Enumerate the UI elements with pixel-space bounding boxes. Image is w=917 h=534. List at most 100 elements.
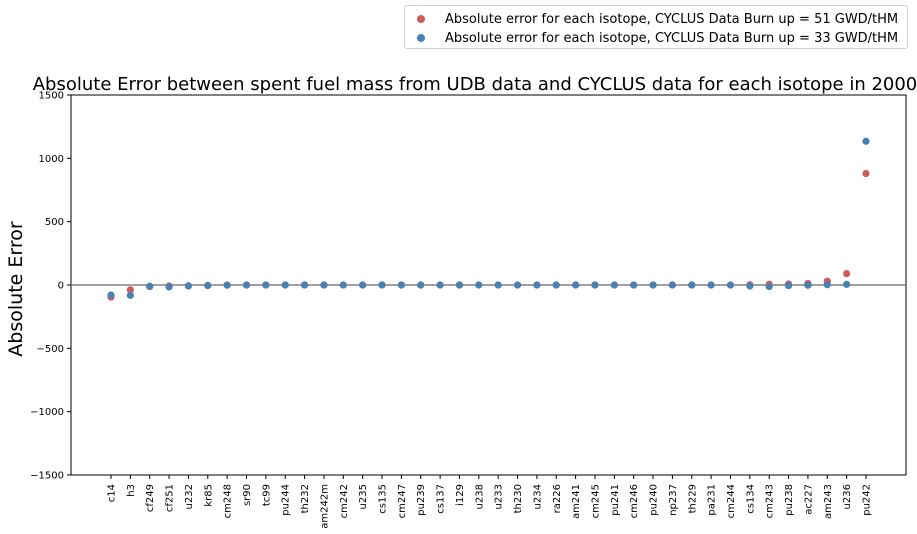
data-point-series-2 (262, 281, 270, 289)
data-point-series-2 (649, 281, 657, 289)
x-tick-label: cs137 (436, 484, 447, 514)
data-point-series-2 (746, 282, 754, 290)
x-tick-label: cm246 (629, 484, 640, 518)
data-point-series-2 (533, 281, 541, 289)
data-point-series-2 (126, 291, 134, 299)
data-point-series-2 (610, 281, 618, 289)
data-point-series-2 (726, 281, 735, 289)
legend-label-series-2: Absolute error for each isotope, CYCLUS … (445, 30, 899, 46)
x-tick-label: u238 (474, 484, 485, 509)
x-tick-label: am242m (319, 484, 330, 529)
y-tick-label: −500 (37, 344, 64, 355)
x-tick-label: pu238 (784, 484, 795, 516)
x-tick-label: th229 (687, 484, 698, 513)
data-point-series-1 (843, 270, 851, 278)
data-point-series-1 (126, 286, 134, 294)
x-tick-label: cm242 (339, 484, 350, 518)
x-tick-label: u233 (494, 484, 505, 509)
x-tick-label: th232 (300, 484, 311, 513)
x-tick-label: ac227 (803, 484, 814, 515)
legend-marker-blue-icon (417, 34, 425, 42)
chart-title: Absolute Error between spent fuel mass f… (33, 74, 917, 95)
y-tick-label: 0 (58, 281, 64, 292)
x-tick-label: pa231 (707, 484, 718, 516)
x-tick-label: cm247 (397, 484, 408, 518)
legend-marker-red-icon (417, 15, 425, 23)
data-point-series-2 (300, 281, 309, 289)
data-point-series-2 (397, 281, 405, 289)
x-tick-label: cf249 (145, 484, 156, 512)
x-tick-label: pu244 (281, 484, 292, 516)
y-tick-label: 1000 (39, 154, 64, 165)
data-point-series-1 (862, 169, 870, 178)
x-tick-label: pu242 (862, 484, 873, 516)
data-point-series-2 (242, 281, 251, 289)
ticks-layer: −1500 −1000 −500 0 500 1000 1500 c14 h3 cf249 cf25… (30, 91, 872, 529)
x-tick-label: np237 (668, 484, 679, 516)
data-point-series-2 (688, 281, 696, 289)
points-layer (107, 137, 870, 301)
axes-layer (70, 94, 907, 476)
x-tick-label: u234 (532, 484, 543, 509)
data-point-series-2 (146, 282, 154, 290)
x-tick-label: cm248 (223, 484, 234, 518)
x-tick-label: u235 (358, 484, 369, 509)
y-tick-label: −1500 (30, 471, 64, 482)
y-tick-label: 500 (45, 217, 64, 228)
data-point-series-2 (204, 282, 212, 290)
x-tick-label: cf251 (165, 484, 176, 512)
data-point-series-2 (475, 281, 483, 289)
data-point-series-2 (184, 282, 193, 290)
data-point-series-2 (436, 281, 444, 289)
x-tick-label: sr90 (242, 484, 253, 506)
x-tick-label: am241 (571, 484, 582, 519)
data-point-series-2 (339, 281, 347, 289)
x-tick-label: ra226 (552, 484, 563, 513)
x-tick-label: cs134 (745, 484, 756, 514)
data-point-series-2 (843, 280, 851, 288)
x-tick-label: cs135 (378, 484, 389, 514)
x-tick-label: th230 (513, 484, 524, 513)
data-point-series-2 (107, 291, 115, 299)
data-point-series-2 (707, 281, 715, 289)
x-tick-label: u236 (842, 484, 853, 509)
y-axis-label: Absolute Error (5, 221, 27, 357)
legend-entry-series-2: Absolute error for each isotope, CYCLUS … (417, 28, 898, 48)
x-tick-label: cm245 (590, 484, 601, 518)
legend-entry-series-1: Absolute error for each isotope, CYCLUS … (417, 9, 898, 29)
x-tick-label: i129 (455, 484, 466, 506)
data-point-series-2 (862, 137, 870, 145)
data-point-series-2 (223, 281, 231, 289)
y-tick-label: −1000 (30, 407, 64, 418)
legend: Absolute error for each isotope, CYCLUS … (404, 5, 908, 49)
x-tick-label: tc99 (261, 484, 272, 506)
x-tick-label: pu239 (416, 484, 427, 516)
data-point-series-2 (630, 281, 638, 289)
data-point-series-2 (552, 281, 560, 289)
data-point-series-2 (417, 281, 425, 289)
x-tick-label: am243 (823, 484, 834, 519)
x-tick-label: h3 (126, 484, 137, 497)
data-point-series-2 (165, 283, 173, 291)
data-point-series-2 (668, 281, 677, 289)
data-point-series-2 (591, 281, 599, 289)
data-point-series-2 (378, 281, 386, 289)
x-tick-label: c14 (107, 484, 118, 502)
x-tick-label: u232 (184, 484, 195, 509)
data-point-series-2 (823, 281, 831, 289)
data-point-series-2 (359, 281, 367, 289)
data-point-series-2 (455, 281, 464, 289)
data-point-series-2 (320, 281, 328, 289)
data-point-series-2 (765, 282, 773, 291)
x-tick-label: kr85 (203, 484, 214, 507)
x-tick-label: pu241 (610, 484, 621, 516)
data-point-series-2 (784, 282, 793, 290)
x-tick-label: cm244 (726, 484, 737, 518)
data-point-series-2 (804, 281, 812, 289)
x-tick-label: pu240 (649, 484, 660, 516)
legend-label-series-1: Absolute error for each isotope, CYCLUS … (445, 11, 899, 27)
data-point-series-2 (494, 281, 502, 289)
data-point-series-2 (572, 281, 580, 289)
x-tick-label: cm243 (765, 484, 776, 518)
